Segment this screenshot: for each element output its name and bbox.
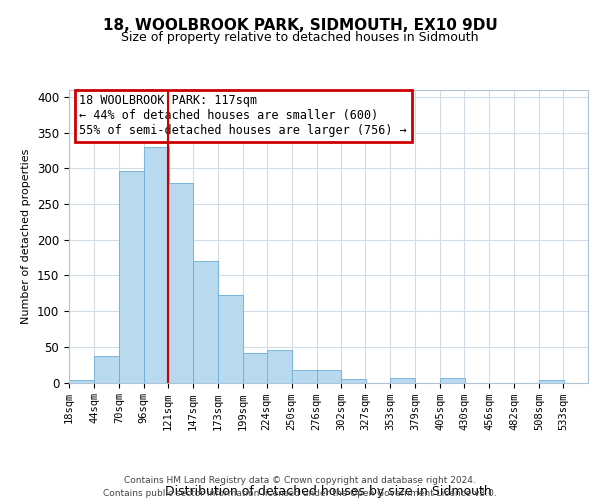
Text: Contains HM Land Registry data © Crown copyright and database right 2024.: Contains HM Land Registry data © Crown c…	[124, 476, 476, 485]
Bar	[218, 294, 242, 382]
Text: Contains public sector information licensed under the Open Government Licence v3: Contains public sector information licen…	[103, 489, 497, 498]
Bar	[317, 370, 341, 382]
Text: Size of property relative to detached houses in Sidmouth: Size of property relative to detached ho…	[121, 31, 479, 44]
Y-axis label: Number of detached properties: Number of detached properties	[22, 148, 31, 324]
Bar	[292, 370, 317, 382]
Bar	[440, 378, 465, 382]
Bar	[69, 380, 94, 382]
Bar	[168, 182, 193, 382]
Text: 18, WOOLBROOK PARK, SIDMOUTH, EX10 9DU: 18, WOOLBROOK PARK, SIDMOUTH, EX10 9DU	[103, 18, 497, 32]
Bar	[119, 172, 144, 382]
Bar	[193, 261, 218, 382]
Bar	[391, 378, 415, 382]
Bar	[539, 380, 564, 382]
Bar	[266, 350, 292, 382]
Text: 18 WOOLBROOK PARK: 117sqm
← 44% of detached houses are smaller (600)
55% of semi: 18 WOOLBROOK PARK: 117sqm ← 44% of detac…	[79, 94, 407, 138]
Bar	[144, 147, 169, 382]
Bar	[242, 352, 268, 382]
Bar	[94, 356, 119, 382]
Bar	[341, 379, 367, 382]
X-axis label: Distribution of detached houses by size in Sidmouth: Distribution of detached houses by size …	[165, 486, 492, 498]
